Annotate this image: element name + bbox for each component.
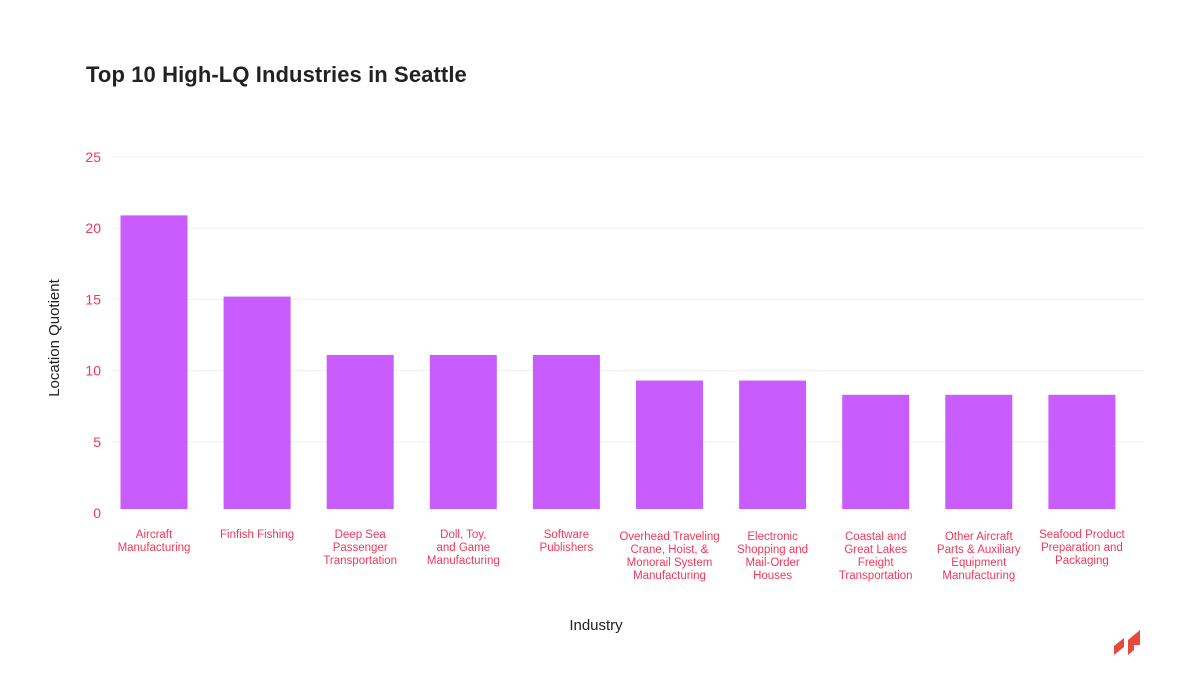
x-tick-label: Seafood Product Preparation and Packaging bbox=[1039, 529, 1125, 567]
y-tick-label: 10 bbox=[85, 363, 101, 379]
y-tick-label: 15 bbox=[85, 291, 101, 307]
x-tick-label: Electronic Shopping and Mail-Order Houses bbox=[737, 531, 808, 582]
chart-title: Top 10 High-LQ Industries in Seattle bbox=[86, 62, 467, 87]
bar bbox=[326, 354, 394, 509]
x-tick-label: Aircraft Manufacturing bbox=[118, 529, 191, 554]
bar bbox=[532, 354, 600, 509]
y-axis-ticks: 0 5 10 15 20 25 bbox=[85, 149, 101, 521]
x-axis-labels: Aircraft Manufacturing Finfish Fishing Deep… bbox=[118, 529, 1126, 582]
x-tick-label: Doll, Toy, and Game Manufacturing bbox=[427, 529, 500, 567]
bar bbox=[945, 394, 1013, 509]
x-tick-label: Software Publishers bbox=[540, 529, 594, 554]
bar bbox=[223, 296, 291, 509]
y-axis-title: Location Quotient bbox=[46, 278, 63, 396]
x-tick-label: Other Aircraft Parts & Auxiliary Equipment… bbox=[937, 531, 1021, 582]
x-tick-label: Finfish Fishing bbox=[220, 529, 294, 541]
y-tick-label: 20 bbox=[85, 220, 101, 236]
bar bbox=[1048, 394, 1116, 509]
bar bbox=[429, 354, 497, 509]
x-tick-label: Coastal and Great Lakes Freight Transportat… bbox=[839, 531, 913, 582]
bar bbox=[739, 380, 807, 509]
y-tick-label: 25 bbox=[85, 149, 101, 165]
x-axis-title: Industry bbox=[569, 617, 623, 634]
bars bbox=[120, 215, 1116, 509]
bar bbox=[842, 394, 910, 509]
x-tick-label: Overhead Traveling Crane, Hoist, & Monorai… bbox=[619, 531, 719, 582]
x-tick-label: Deep Sea Passenger Transportation bbox=[323, 529, 397, 567]
y-tick-label: 0 bbox=[93, 505, 101, 521]
brand-logo-icon bbox=[1114, 630, 1140, 655]
y-tick-label: 5 bbox=[93, 434, 101, 450]
bar bbox=[120, 215, 188, 509]
bar bbox=[636, 380, 703, 509]
